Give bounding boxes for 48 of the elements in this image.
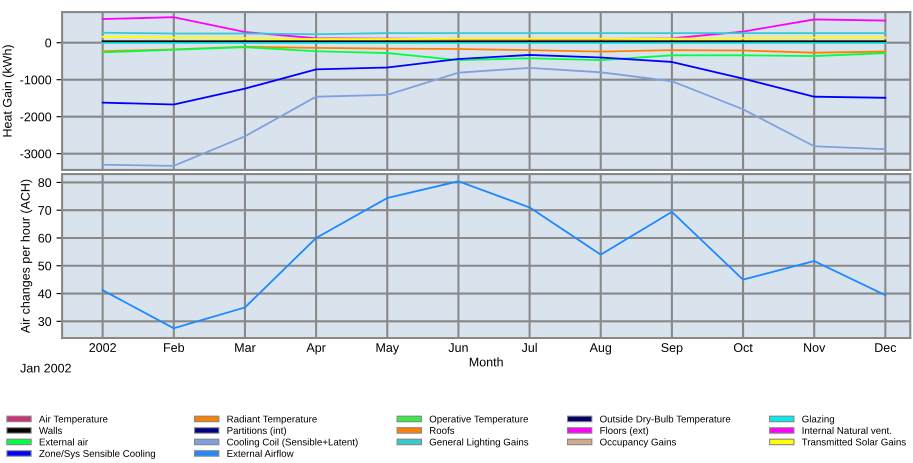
y-tick-label: 40: [38, 289, 52, 298]
x-tick-label: Jun: [448, 343, 468, 352]
legend-label: External Airflow: [227, 450, 294, 457]
legend-label: Glazing: [802, 415, 834, 424]
legend-label: Floors (ext): [600, 426, 648, 436]
y-tick-label: -3000: [20, 149, 52, 158]
x-tick-label: Nov: [804, 343, 826, 352]
line-series: [102, 16, 886, 40]
x-tick-label: Mar: [235, 343, 256, 352]
y-axis-title: Heat Gain (kWh): [2, 45, 14, 136]
x-tick-label: Oct: [734, 343, 753, 352]
legend-label: External air: [40, 438, 88, 446]
legend-label: Radiant Temperature: [227, 415, 317, 424]
legend-label: Occupancy Gains: [600, 438, 676, 448]
legend-label: Partitions (int): [227, 426, 286, 436]
y-tick-label: 0: [45, 38, 52, 48]
legend-label: Transmitted Solar Gains: [802, 438, 906, 446]
line-series: [102, 180, 886, 330]
x-tick-label: Jul: [522, 342, 537, 352]
x-tick-label: Sep: [661, 343, 682, 355]
legend-label: Walls: [38, 426, 62, 434]
legend-label: General Lighting Gains: [430, 438, 528, 448]
legend-label: Outside Dry-Bulb Temperature: [600, 415, 730, 424]
legend-label: Zone/Sys Sensible Cooling: [39, 450, 156, 459]
y-tick-label: -1000: [20, 76, 52, 84]
legend-label: Cooling Coil (Sensible+Latent): [227, 438, 358, 448]
line-series: [102, 54, 886, 106]
line-series: [102, 46, 886, 62]
legend-label: Internal Natural vent.: [802, 426, 892, 434]
y-axis-title: Air changes per hour (ACH): [20, 180, 32, 334]
x-tick-label: 2002: [89, 343, 116, 352]
line-series: [102, 66, 886, 167]
y-tick-label: 60: [38, 234, 52, 243]
x-tick-label: Dec: [875, 343, 896, 352]
y-tick-label: 80: [38, 178, 52, 188]
legend-label: Air Temperature: [38, 415, 108, 424]
legend-label: Operative Temperature: [430, 415, 528, 424]
x-tick-label: May: [376, 343, 400, 355]
x-axis-title: Month: [470, 357, 503, 366]
y-tick-label: -2000: [20, 112, 52, 122]
legend-label: Roofs: [430, 426, 454, 434]
y-tick-label: 50: [38, 262, 52, 270]
x-tick-label: Apr: [306, 343, 326, 355]
x-tick-label: Aug: [590, 343, 612, 355]
x-tick-label: Feb: [164, 342, 184, 352]
y-tick-label: 30: [38, 317, 52, 326]
y-tick-label: 70: [38, 206, 52, 215]
text: Jan 2002: [20, 364, 71, 373]
